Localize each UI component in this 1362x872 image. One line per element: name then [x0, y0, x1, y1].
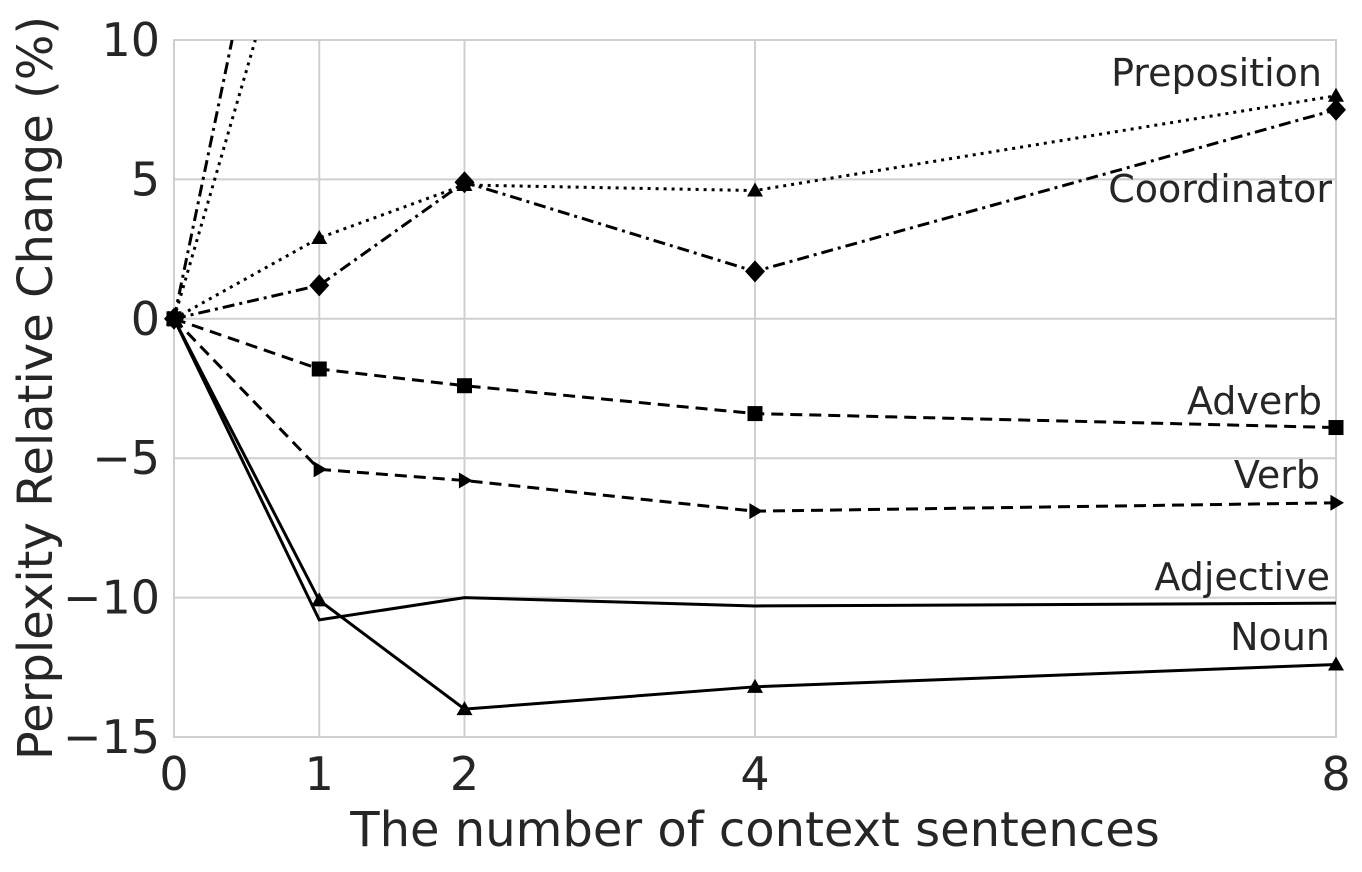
data-point-preposition	[747, 182, 763, 197]
series-label-coordinator: Coordinator	[1108, 167, 1332, 211]
data-point-preposition	[311, 229, 328, 244]
series-label-verb: Verb	[1234, 453, 1320, 497]
data-point-adverb	[311, 361, 327, 377]
offscale-line	[174, 40, 234, 320]
x-tick-labels: 0 1 2 4 8	[159, 747, 1350, 801]
data-point-verb	[749, 503, 763, 520]
data-point-coordinator	[1326, 98, 1346, 121]
data-point-verb	[1330, 494, 1344, 511]
data-point-coordinator	[454, 171, 475, 194]
y-tick-label: 0	[131, 292, 160, 346]
data-point-adverb	[457, 378, 472, 394]
x-tick-label: 2	[450, 747, 479, 801]
data-point-noun	[311, 592, 328, 607]
x-tick-label: 8	[1321, 747, 1350, 801]
x-tick-label: 0	[159, 747, 188, 801]
data-point-coordinator	[745, 260, 765, 283]
y-axis-label: Perplexity Relative Change (%)	[8, 16, 64, 760]
x-tick-label: 4	[740, 747, 769, 801]
markers-group	[164, 87, 1346, 716]
series-label-preposition: Preposition	[1111, 51, 1322, 95]
series-label-noun: Noun	[1230, 615, 1330, 659]
grid	[173, 39, 1337, 738]
data-point-noun	[456, 701, 473, 716]
series-labels: Preposition Coordinator Adverb Verb Adjectiv…	[1108, 51, 1332, 659]
series-line-verb	[174, 317, 1336, 513]
series-line-adjective	[174, 318, 1336, 622]
y-tick-labels: 10 5 0 −5 −10 −15	[63, 13, 160, 764]
y-tick-label: −10	[63, 571, 160, 625]
data-point-adverb	[1328, 420, 1344, 436]
data-point-noun	[747, 678, 763, 693]
plot-frame	[173, 39, 1337, 738]
y-tick-label: −5	[92, 431, 160, 485]
data-point-verb	[458, 472, 473, 489]
y-tick-label: 10	[101, 13, 160, 67]
y-tick-label: 5	[131, 152, 160, 206]
x-axis-label: The number of context sentences	[349, 802, 1159, 858]
data-point-coordinator	[309, 274, 330, 297]
x-tick-label: 1	[305, 747, 334, 801]
series-label-adjective: Adjective	[1154, 555, 1330, 599]
y-tick-label: −15	[63, 710, 160, 764]
series-label-adverb: Adverb	[1187, 379, 1322, 423]
data-point-adverb	[747, 406, 763, 422]
data-point-noun	[1328, 656, 1344, 671]
series-line-adverb	[174, 317, 1336, 430]
data-point-verb	[313, 461, 328, 478]
data-point-preposition	[1328, 87, 1344, 102]
data-point-noun	[166, 310, 182, 325]
offscale-line	[174, 40, 257, 320]
